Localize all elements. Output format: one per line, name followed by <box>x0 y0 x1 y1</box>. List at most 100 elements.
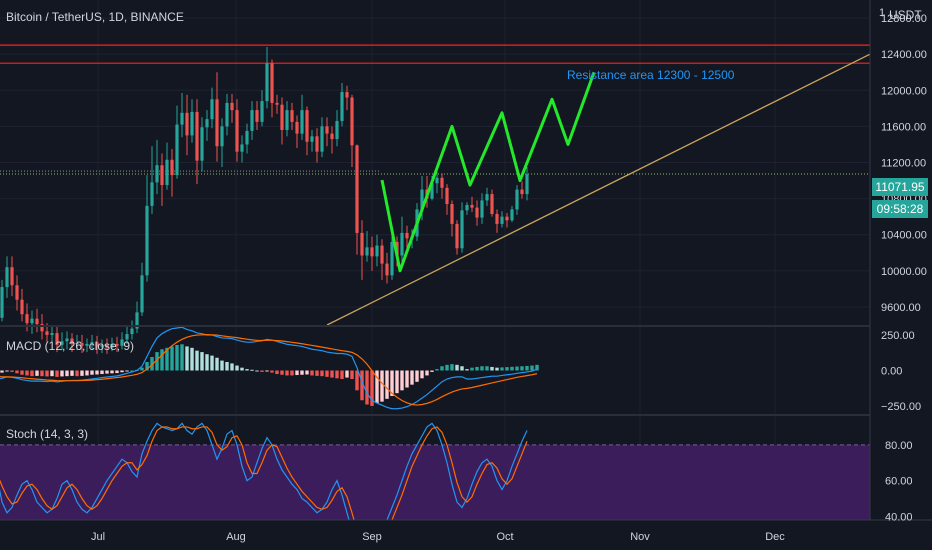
macd-hist-bar <box>430 370 434 372</box>
price-levels <box>0 44 870 175</box>
chart-title: Bitcoin / TetherUS, 1D, BINANCE <box>6 10 184 24</box>
candle-body <box>390 241 394 276</box>
price-tick-label: 10400.00 <box>881 230 927 242</box>
candle-body <box>175 124 179 176</box>
candle-body <box>155 165 159 183</box>
candle-body <box>240 144 244 152</box>
candle-body <box>265 63 269 102</box>
macd-hist-bar <box>295 370 299 376</box>
macd-hist-bar <box>240 367 244 371</box>
macd-pane <box>0 326 539 410</box>
macd-hist-bar <box>330 370 334 378</box>
candle-body <box>30 318 34 324</box>
grid-lines <box>0 0 870 520</box>
price-badge: 11071.95 <box>872 178 928 196</box>
macd-hist-bar <box>35 370 39 376</box>
candle-body <box>45 331 49 335</box>
macd-hist-bar <box>235 365 239 371</box>
time-tick-label: Jul <box>91 531 105 543</box>
candle-body <box>25 314 29 324</box>
macd-hist-bar <box>305 370 309 375</box>
candle-body <box>435 177 439 184</box>
macd-hist-bar <box>460 366 464 371</box>
candle-body <box>40 324 44 332</box>
trendline <box>326 53 871 326</box>
macd-hist-bar <box>175 345 179 371</box>
candle-body <box>275 102 279 105</box>
candle-body <box>450 204 454 224</box>
macd-hist-bar <box>80 370 84 376</box>
macd-hist-bar <box>365 370 369 405</box>
macd-hist-bar <box>110 370 114 374</box>
candle-body <box>125 334 129 340</box>
candle-body <box>355 145 359 233</box>
macd-hist-bar <box>480 366 484 371</box>
macd-hist-bar <box>450 364 454 371</box>
macd-hist-bar <box>495 367 499 371</box>
macd-hist-bar <box>310 370 314 376</box>
candle-body <box>245 130 249 145</box>
candle-body <box>370 247 374 257</box>
macd-hist-bar <box>210 355 214 371</box>
candle-body <box>165 159 169 186</box>
price-tick-label: 12800.00 <box>881 13 927 25</box>
macd-hist-bar <box>40 370 44 377</box>
candle-body <box>525 174 529 195</box>
stoch-d-line <box>0 426 528 550</box>
candle-body <box>490 194 494 214</box>
macd-hist-bar <box>75 370 79 377</box>
candle-body <box>35 318 39 325</box>
macd-hist-bar <box>340 370 344 379</box>
macd-hist-bar <box>360 370 364 401</box>
macd-hist-bar <box>25 370 29 376</box>
macd-hist-bar <box>465 369 469 371</box>
macd-hist-bar <box>445 364 449 371</box>
candle-body <box>150 182 154 206</box>
candle-body <box>440 177 444 188</box>
price-tick-label: 10000.00 <box>881 266 927 278</box>
candle-body <box>325 126 329 134</box>
pane-dividers <box>0 325 870 416</box>
candle-body <box>420 189 424 210</box>
candle-body <box>405 232 409 239</box>
macd-tick-label: −250.00 <box>881 401 921 413</box>
macd-hist-bar <box>250 369 254 371</box>
candle-body <box>65 338 69 342</box>
macd-hist-bar <box>505 367 509 371</box>
macd-hist-bar <box>255 370 259 372</box>
macd-hist-bar <box>50 370 54 377</box>
macd-hist-bar <box>355 370 359 391</box>
candle-body <box>260 101 264 122</box>
candle-body <box>455 223 459 249</box>
candle-body <box>310 136 314 142</box>
candle-body <box>315 136 319 152</box>
candle-body <box>445 187 449 205</box>
macd-hist-bar <box>390 370 394 396</box>
candle-body <box>115 343 119 346</box>
candle-body <box>365 247 369 256</box>
candle-body <box>130 328 134 335</box>
macd-hist-bar <box>145 362 149 371</box>
macd-hist-bar <box>30 370 34 377</box>
currency-label[interactable]: USDT <box>889 8 922 22</box>
price-tick-label: 11600.00 <box>881 121 926 133</box>
macd-hist-bar <box>490 366 494 371</box>
candle-body <box>10 267 14 286</box>
candle-body <box>210 99 214 120</box>
candle-body <box>335 120 339 140</box>
macd-hist-bar <box>220 360 224 371</box>
macd-hist-bar <box>120 370 124 373</box>
candle-body <box>280 104 284 130</box>
candle-body <box>85 343 89 346</box>
candle-body <box>160 165 164 186</box>
macd-hist-bar <box>265 370 269 372</box>
candle-body <box>475 207 479 218</box>
price-tick-label: 12000.00 <box>881 85 927 97</box>
time-axis-bg <box>0 520 932 550</box>
candle-body <box>255 110 259 122</box>
candle-body <box>145 205 149 276</box>
candle-body <box>480 200 484 218</box>
macd-hist-bar <box>380 370 384 402</box>
macd-hist-bar <box>440 366 444 371</box>
